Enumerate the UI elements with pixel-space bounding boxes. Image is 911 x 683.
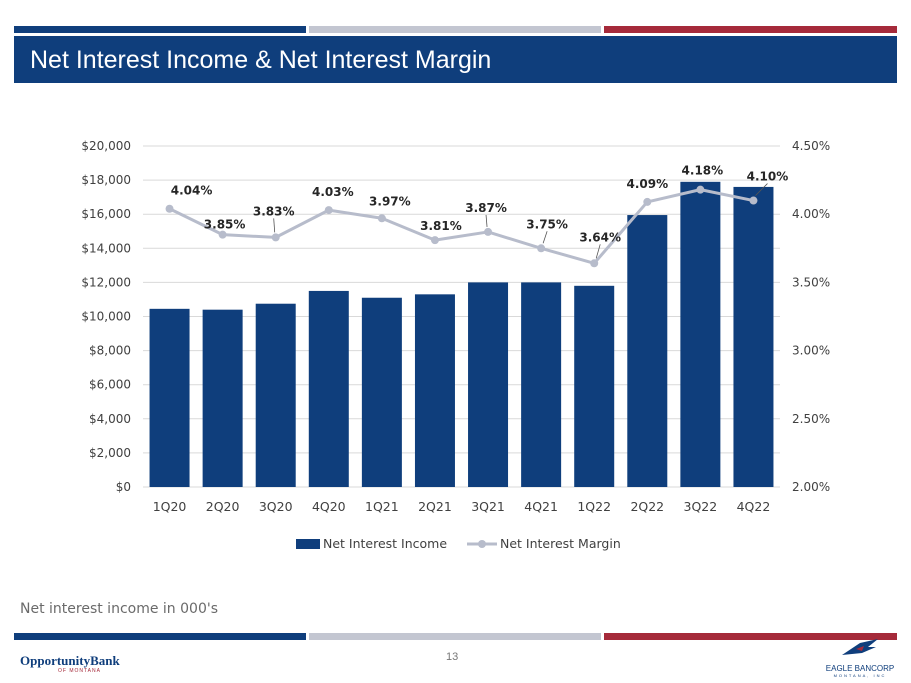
x-tick-label: 4Q22 xyxy=(737,499,771,514)
x-tick-label: 1Q22 xyxy=(577,499,611,514)
point-net-interest-margin xyxy=(218,230,227,239)
y-left-tick-label: $12,000 xyxy=(81,275,131,289)
bar-net-interest-income xyxy=(255,303,296,487)
point-net-interest-margin xyxy=(484,227,493,236)
point-net-interest-margin xyxy=(271,233,280,242)
x-tick-label: 3Q20 xyxy=(259,499,293,514)
y-right-tick-label: 3.00% xyxy=(792,344,830,358)
data-label-leader xyxy=(595,244,601,259)
data-label-net-interest-margin: 3.75% xyxy=(526,217,568,231)
x-tick-label: 3Q22 xyxy=(684,499,718,514)
y-left-tick-label: $8,000 xyxy=(89,344,131,358)
eagle-bancorp-sub: MONTANA, INC xyxy=(833,673,887,678)
bar-net-interest-income xyxy=(308,290,349,487)
data-label-leader xyxy=(273,218,276,233)
y-left-tick-label: $2,000 xyxy=(89,446,131,460)
point-net-interest-margin xyxy=(377,214,386,223)
point-net-interest-margin xyxy=(324,206,333,215)
top-stripe-gray xyxy=(309,26,601,33)
title-bar: Net Interest Income & Net Interest Margi… xyxy=(14,36,897,83)
bottom-stripe-navy xyxy=(14,633,306,640)
eagle-icon xyxy=(842,639,878,655)
opportunity-bank-name: OpportunityBank xyxy=(20,653,120,668)
point-net-interest-margin xyxy=(643,197,652,206)
legend-marker-net-interest-margin xyxy=(478,540,486,548)
data-label-net-interest-margin: 3.85% xyxy=(204,218,246,232)
y-right-tick-label: 2.50% xyxy=(792,412,830,426)
bar-net-interest-income xyxy=(414,294,455,487)
bottom-stripe-gray xyxy=(309,633,601,640)
line-net-interest-margin xyxy=(168,188,754,265)
data-label-net-interest-margin: 3.81% xyxy=(420,219,462,233)
y-left-tick-label: $10,000 xyxy=(81,310,131,324)
bar-net-interest-income xyxy=(361,297,402,487)
x-tick-label: 2Q21 xyxy=(418,499,452,514)
y-right-tick-label: 3.50% xyxy=(792,275,830,289)
data-label-net-interest-margin: 4.09% xyxy=(626,177,668,191)
data-label-net-interest-margin: 3.64% xyxy=(579,230,621,244)
y-left-tick-label: $0 xyxy=(116,480,131,494)
data-label-net-interest-margin: 4.10% xyxy=(747,170,789,184)
y-right-tick-label: 4.00% xyxy=(792,207,830,221)
bar-net-interest-income xyxy=(627,215,668,488)
data-label-net-interest-margin: 3.83% xyxy=(253,204,295,218)
page-number: 13 xyxy=(446,651,459,663)
data-label-leader xyxy=(485,214,488,227)
x-tick-label: 4Q21 xyxy=(524,499,558,514)
data-label-net-interest-margin: 4.03% xyxy=(312,185,354,199)
y-left-tick-label: $20,000 xyxy=(81,139,131,153)
legend-label-net-interest-margin: Net Interest Margin xyxy=(500,536,621,551)
x-tick-label: 2Q22 xyxy=(630,499,664,514)
eagle-bancorp-logo: EAGLE BANCORP MONTANA, INC xyxy=(820,637,900,681)
x-tick-label: 3Q21 xyxy=(471,499,505,514)
top-stripe-navy xyxy=(14,26,306,33)
y-left-tick-label: $4,000 xyxy=(89,412,131,426)
y-right-tick-label: 2.00% xyxy=(792,480,830,494)
x-tick-label: 1Q20 xyxy=(153,499,187,514)
point-net-interest-margin xyxy=(590,259,599,268)
x-tick-label: 2Q20 xyxy=(206,499,240,514)
data-label-net-interest-margin: 3.87% xyxy=(465,201,507,215)
data-label-net-interest-margin: 4.18% xyxy=(682,164,724,178)
bar-net-interest-income xyxy=(574,285,615,487)
top-stripe-red xyxy=(604,26,897,33)
data-label-net-interest-margin: 4.04% xyxy=(171,184,213,198)
bar-net-interest-income xyxy=(521,282,562,487)
y-right-tick-label: 4.50% xyxy=(792,139,830,153)
x-tick-label: 4Q20 xyxy=(312,499,346,514)
data-label-leader xyxy=(542,231,548,244)
bar-net-interest-income xyxy=(202,309,243,487)
page-title: Net Interest Income & Net Interest Margi… xyxy=(30,46,492,74)
y-left-tick-label: $6,000 xyxy=(89,378,131,392)
footnote: Net interest income in 000's xyxy=(20,601,218,617)
bar-net-interest-income xyxy=(733,186,774,488)
data-label-net-interest-margin: 3.97% xyxy=(369,194,411,208)
data-label-leader xyxy=(755,183,768,196)
eagle-bancorp-name: EAGLE BANCORP xyxy=(825,664,895,673)
opportunity-bank-logo: OpportunityBank OF MONTANA xyxy=(20,654,120,678)
x-tick-label: 1Q21 xyxy=(365,499,399,514)
opportunity-bank-sub: OF MONTANA xyxy=(58,668,101,674)
y-left-tick-label: $14,000 xyxy=(81,241,131,255)
bar-net-interest-income xyxy=(680,181,721,487)
y-left-tick-label: $16,000 xyxy=(81,207,131,221)
legend-swatch-net-interest-income xyxy=(296,539,320,549)
bar-net-interest-income xyxy=(149,308,190,487)
y-left-tick-label: $18,000 xyxy=(81,173,131,187)
point-net-interest-margin xyxy=(537,244,546,253)
point-net-interest-margin xyxy=(165,204,174,213)
legend-label-net-interest-income: Net Interest Income xyxy=(323,536,447,551)
point-net-interest-margin xyxy=(430,236,439,245)
point-net-interest-margin xyxy=(749,196,758,205)
bottom-stripe-red xyxy=(604,633,897,640)
bar-net-interest-income xyxy=(468,282,509,487)
point-net-interest-margin xyxy=(696,185,705,194)
